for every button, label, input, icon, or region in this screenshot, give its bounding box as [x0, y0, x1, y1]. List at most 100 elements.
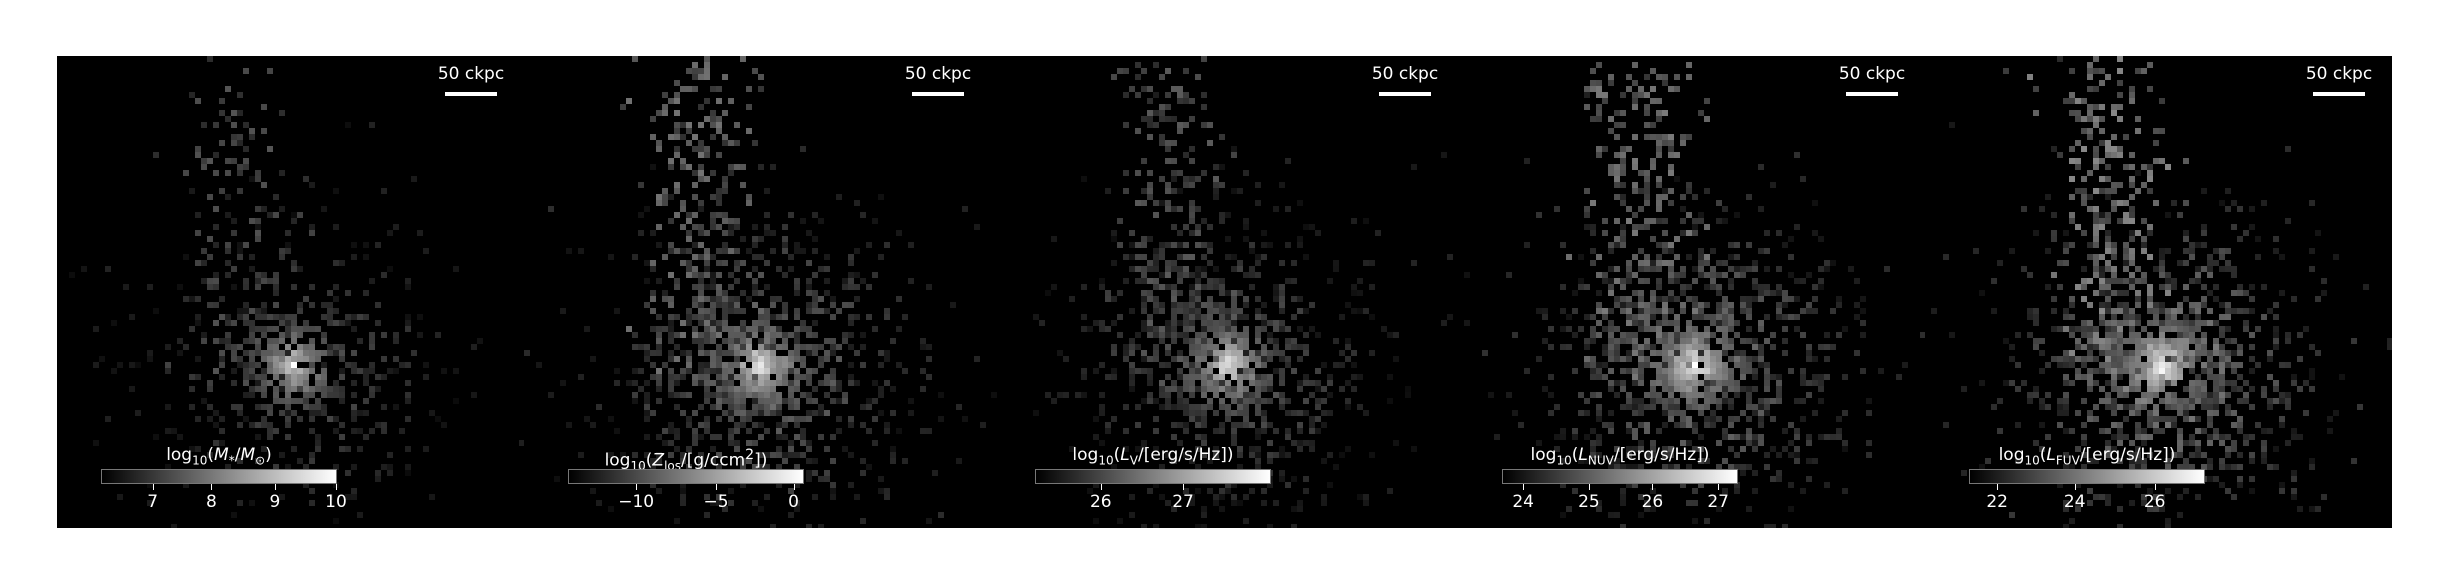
pixel	[698, 338, 704, 344]
pixel	[1626, 320, 1632, 326]
pixel	[315, 374, 321, 380]
pixel	[255, 326, 261, 332]
pixel	[716, 398, 722, 404]
pixel	[2201, 344, 2207, 350]
pixel	[2093, 146, 2099, 152]
pixel	[1237, 362, 1243, 368]
pixel	[1716, 398, 1722, 404]
pixel	[1363, 218, 1369, 224]
pixel	[2141, 344, 2147, 350]
pixel	[351, 314, 357, 320]
pixel	[1183, 92, 1189, 98]
pixel	[656, 338, 662, 344]
pixel	[680, 320, 686, 326]
pixel	[1788, 422, 1794, 428]
pixel	[2309, 506, 2315, 512]
pixel	[1680, 350, 1686, 356]
pixel	[2171, 374, 2177, 380]
pixel	[2027, 314, 2033, 320]
pixel	[1411, 260, 1417, 266]
pixel	[1309, 380, 1315, 386]
pixel	[2207, 464, 2213, 470]
pixel	[830, 458, 836, 464]
pixel	[902, 458, 908, 464]
pixel	[1842, 410, 1848, 416]
pixel	[1195, 422, 1201, 428]
pixel	[1327, 410, 1333, 416]
pixel	[1099, 440, 1105, 446]
pixel	[1243, 350, 1249, 356]
pixel	[1285, 356, 1291, 362]
pixel	[1536, 212, 1542, 218]
pixel	[2129, 332, 2135, 338]
pixel	[1824, 356, 1830, 362]
pixel	[1153, 332, 1159, 338]
pixel	[2129, 272, 2135, 278]
pixel	[758, 74, 764, 80]
pixel	[2213, 374, 2219, 380]
pixel	[1626, 392, 1632, 398]
pixel	[668, 320, 674, 326]
pixel	[2123, 218, 2129, 224]
pixel	[2267, 356, 2273, 362]
pixel	[932, 470, 938, 476]
pixel	[1770, 416, 1776, 422]
pixel	[2087, 326, 2093, 332]
pixel	[1147, 488, 1153, 494]
pixel	[1656, 380, 1662, 386]
pixel	[2219, 434, 2225, 440]
pixel	[375, 242, 381, 248]
pixel	[1177, 266, 1183, 272]
pixel	[351, 410, 357, 416]
pixel	[291, 362, 297, 368]
pixel	[626, 380, 632, 386]
pixel	[2081, 278, 2087, 284]
pixel	[722, 410, 728, 416]
pixel	[632, 452, 638, 458]
pixel	[1147, 380, 1153, 386]
pixel	[806, 374, 812, 380]
pixel	[698, 152, 704, 158]
pixel	[1590, 392, 1596, 398]
pixel	[1626, 404, 1632, 410]
pixel	[1943, 422, 1949, 428]
pixel	[716, 452, 722, 458]
pixel	[309, 410, 315, 416]
pixel	[2063, 98, 2069, 104]
pixel	[1171, 224, 1177, 230]
pixel	[1255, 464, 1261, 470]
pixel	[728, 164, 734, 170]
pixel	[1734, 266, 1740, 272]
pixel	[243, 362, 249, 368]
pixel	[1129, 386, 1135, 392]
pixel	[345, 314, 351, 320]
pixel	[2285, 338, 2291, 344]
pixel	[2159, 128, 2165, 134]
pixel	[2141, 278, 2147, 284]
pixel	[746, 128, 752, 134]
pixel	[1099, 326, 1105, 332]
pixel	[812, 410, 818, 416]
pixel	[1620, 122, 1626, 128]
pixel	[776, 434, 782, 440]
pixel	[2117, 290, 2123, 296]
pixel	[2135, 398, 2141, 404]
pixel	[1285, 452, 1291, 458]
pixel	[854, 296, 860, 302]
pixel	[1638, 494, 1644, 500]
pixel	[1195, 434, 1201, 440]
pixel	[2195, 302, 2201, 308]
pixel	[680, 482, 686, 488]
pixel	[1662, 302, 1668, 308]
pixel	[1752, 470, 1758, 476]
pixel	[770, 344, 776, 350]
pixel	[1716, 404, 1722, 410]
pixel	[1195, 338, 1201, 344]
pixel	[1464, 272, 1470, 278]
pixel	[2153, 410, 2159, 416]
pixel	[614, 308, 620, 314]
pixel	[1177, 188, 1183, 194]
pixel	[1824, 266, 1830, 272]
pixel	[2267, 350, 2273, 356]
pixel	[1333, 362, 1339, 368]
